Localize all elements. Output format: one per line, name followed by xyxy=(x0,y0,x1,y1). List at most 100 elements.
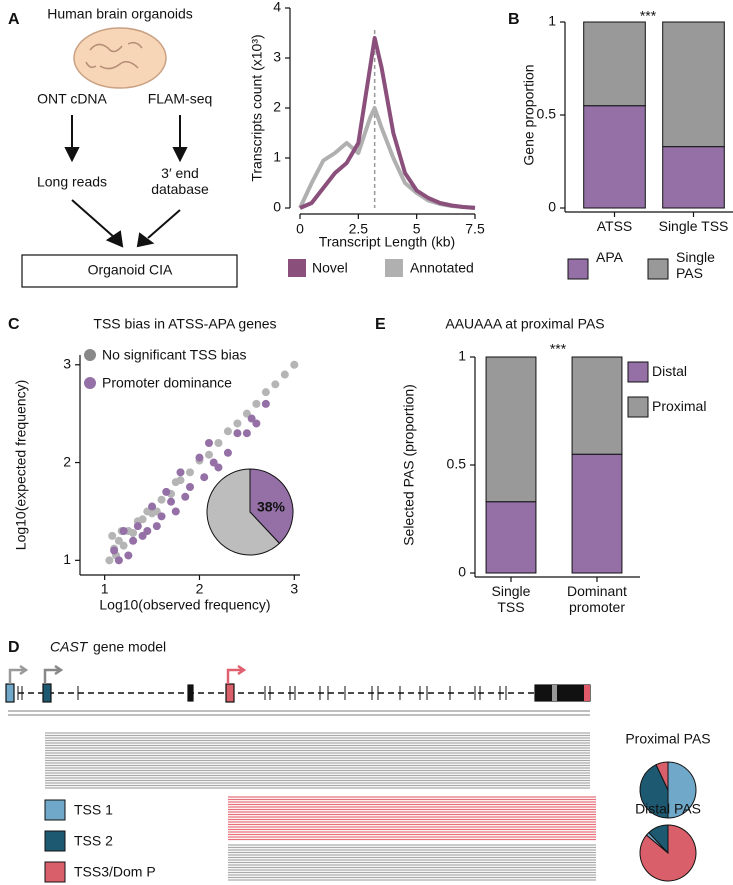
legend-label-box: Distal xyxy=(652,363,688,379)
y-tick-label: 3 xyxy=(63,355,71,371)
y-tick-label: 2 xyxy=(63,453,71,469)
legend-swatch xyxy=(44,861,66,883)
x-tick-label-box: Single TSS xyxy=(492,583,531,615)
annotation: *** xyxy=(640,8,657,24)
pie-slice xyxy=(249,468,294,545)
tss-arrow xyxy=(43,664,64,684)
y-tick-label: 0 xyxy=(273,199,281,215)
exon xyxy=(5,683,15,703)
y-tick-label: 1 xyxy=(63,551,71,567)
scatter-point xyxy=(223,427,232,436)
exon xyxy=(534,684,591,702)
x-tick-label: 7.5 xyxy=(465,221,485,237)
scatter-point xyxy=(290,360,299,369)
exon xyxy=(187,684,194,702)
legend-label: APA xyxy=(596,249,623,265)
legend-swatch xyxy=(627,361,649,383)
x-tick-label-box: Dominant promoter xyxy=(567,583,627,616)
x-tick-label-box: ATSS xyxy=(597,218,633,234)
scatter-point xyxy=(214,439,223,447)
x-tick-label: 2 xyxy=(196,581,204,597)
legend-label: TSS 1 xyxy=(74,802,113,818)
x-tick-label: Single TSS xyxy=(658,218,729,234)
scatter-point xyxy=(157,512,166,521)
x-tick-label: 0 xyxy=(296,221,304,237)
bar-segment xyxy=(485,356,537,503)
scatter-point xyxy=(181,492,190,501)
legend-swatch xyxy=(288,259,306,277)
scatter-point xyxy=(148,502,157,511)
scatter-point xyxy=(167,497,176,506)
tss-arrow xyxy=(226,664,247,684)
y-tick-label: 0 xyxy=(458,564,466,580)
y-axis-label: Gene proportion xyxy=(521,64,537,165)
scatter-point xyxy=(114,556,123,565)
scatter-point xyxy=(157,495,166,504)
legend-swatch xyxy=(385,259,403,277)
series-line xyxy=(298,106,476,210)
scatter-point xyxy=(129,536,138,545)
pie-slice xyxy=(639,763,669,819)
node-label-box: 3′ end database xyxy=(151,165,209,198)
x-tick-label: 1 xyxy=(101,581,109,597)
scatter-point xyxy=(176,468,185,477)
panel-label: E xyxy=(375,316,386,333)
series-line xyxy=(299,36,476,210)
scatter-point xyxy=(200,473,209,482)
legend-label: No significant TSS bias xyxy=(102,347,246,363)
legend-label: Proximal xyxy=(652,398,707,414)
y-tick-label: 1 xyxy=(548,13,556,29)
legend-marker xyxy=(84,349,96,361)
bar-segment xyxy=(571,356,623,455)
scatter-point xyxy=(108,531,117,540)
scatter-point xyxy=(124,551,133,560)
legend-label: Distal xyxy=(652,363,688,379)
brain-icon xyxy=(73,27,167,89)
scatter-point xyxy=(105,556,114,565)
y-tick-label: 0.5 xyxy=(537,106,557,122)
panel-label: B xyxy=(508,11,520,28)
node-label: Organoid CIA xyxy=(88,262,173,278)
tss-arrow xyxy=(8,664,29,684)
legend-swatch xyxy=(647,258,669,280)
pie-slice xyxy=(639,824,697,882)
node-label: FLAM-seq xyxy=(148,91,213,107)
bar-segment xyxy=(583,105,646,209)
legend-swatch xyxy=(44,799,66,821)
x-tick-label: 2.5 xyxy=(349,221,369,237)
diagram-title: Human brain organoids xyxy=(47,6,193,22)
legend-label-box: Proximal xyxy=(652,398,707,414)
legend-label-box: Single PAS xyxy=(676,249,715,281)
x-tick-label: 3 xyxy=(290,581,298,597)
exon xyxy=(42,683,52,703)
y-tick-label: 0 xyxy=(548,199,556,215)
scatter-point xyxy=(204,439,213,447)
pie-slice xyxy=(667,761,697,819)
pie-label: 38% xyxy=(257,499,286,515)
scatter-point xyxy=(233,419,242,428)
bar-segment xyxy=(662,146,725,209)
panel-label: C xyxy=(8,316,20,333)
legend-label: TSS 2 xyxy=(74,833,113,849)
y-tick-label: 0.5 xyxy=(447,456,467,472)
scatter-point xyxy=(129,528,138,537)
node-label: 3′ end database xyxy=(151,165,209,198)
bar-segment xyxy=(662,21,725,148)
x-tick-label: Dominant promoter xyxy=(567,583,627,616)
scatter-point xyxy=(204,450,213,459)
scatter-point xyxy=(261,399,270,408)
y-tick-label: 2 xyxy=(273,99,281,115)
chart-title: TSS bias in ATSS-APA genes xyxy=(93,316,276,332)
scatter-point xyxy=(152,522,161,531)
chart-title: AAUAAA at proximal PAS xyxy=(445,316,604,332)
y-tick-label: 3 xyxy=(273,49,281,65)
gene-name: CAST xyxy=(50,639,89,655)
chart-title: Proximal PAS xyxy=(625,731,710,747)
y-tick-label: 1 xyxy=(458,348,466,364)
annotation: *** xyxy=(550,341,567,357)
pie-slice xyxy=(655,761,669,791)
legend-label: TSS3/Dom P xyxy=(74,864,156,880)
y-tick-label: 1 xyxy=(273,149,281,165)
exon xyxy=(225,683,235,703)
